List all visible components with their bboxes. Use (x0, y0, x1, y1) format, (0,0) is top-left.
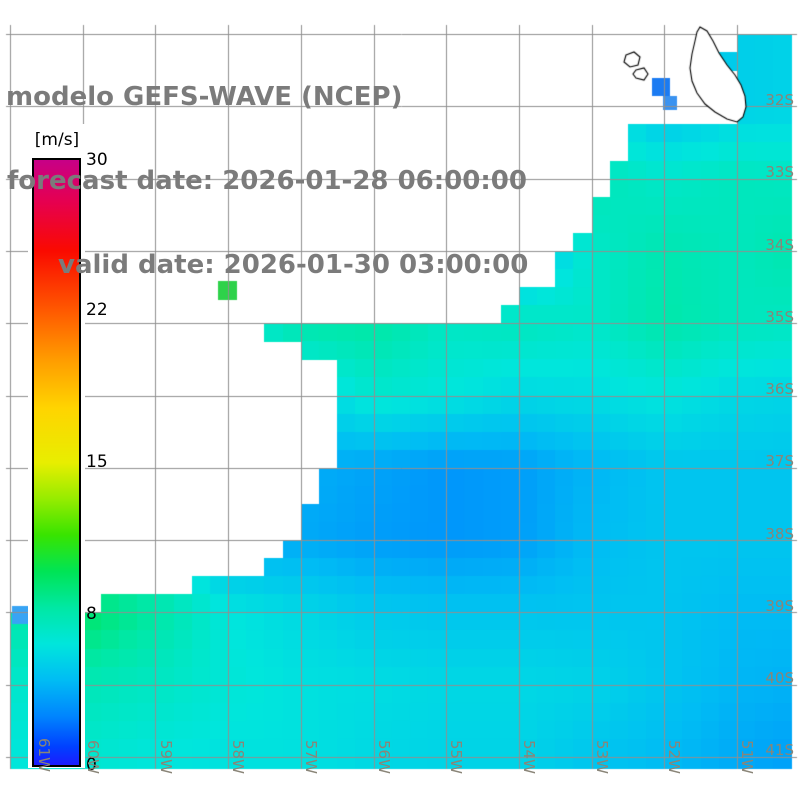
lon-label: 51W (738, 740, 756, 774)
lat-label: 35S (765, 308, 794, 326)
colorbar-tick-label: 8 (86, 604, 97, 624)
lon-label: 60W (84, 740, 102, 774)
lon-label: 61W (35, 738, 53, 772)
valid-date: valid date: 2026-01-30 03:00:00 (58, 250, 529, 280)
title-block: modelo GEFS-WAVE (NCEP) forecast date: 2… (6, 27, 528, 335)
lat-label: 37S (765, 452, 794, 470)
lon-label: 57W (302, 740, 320, 774)
colorbar-tick-label: 0 (86, 755, 97, 775)
lat-label: 38S (765, 525, 794, 543)
lon-label: 53W (593, 740, 611, 774)
lat-label: 41S (765, 741, 794, 759)
lat-label: 39S (765, 597, 794, 615)
colorbar-tick-label: 22 (86, 300, 108, 320)
lat-label: 33S (765, 163, 794, 181)
colorbar-tick-label: 15 (86, 452, 108, 472)
model-title: modelo GEFS-WAVE (NCEP) (6, 82, 403, 112)
lon-label: 52W (665, 740, 683, 774)
lon-label: 59W (157, 740, 175, 774)
lat-label: 34S (765, 236, 794, 254)
lat-label: 40S (765, 669, 794, 687)
lon-label: 54W (520, 740, 538, 774)
lat-label: 32S (765, 91, 794, 109)
lon-label: 58W (229, 740, 247, 774)
colorbar-unit-label: [m/s] (34, 130, 80, 150)
lon-label: 56W (375, 740, 393, 774)
forecast-date: forecast date: 2026-01-28 06:00:00 (7, 166, 527, 196)
lon-label: 55W (447, 740, 465, 774)
colorbar-gradient (32, 158, 81, 767)
lat-label: 36S (765, 380, 794, 398)
colorbar-tick-label: 30 (86, 150, 108, 170)
